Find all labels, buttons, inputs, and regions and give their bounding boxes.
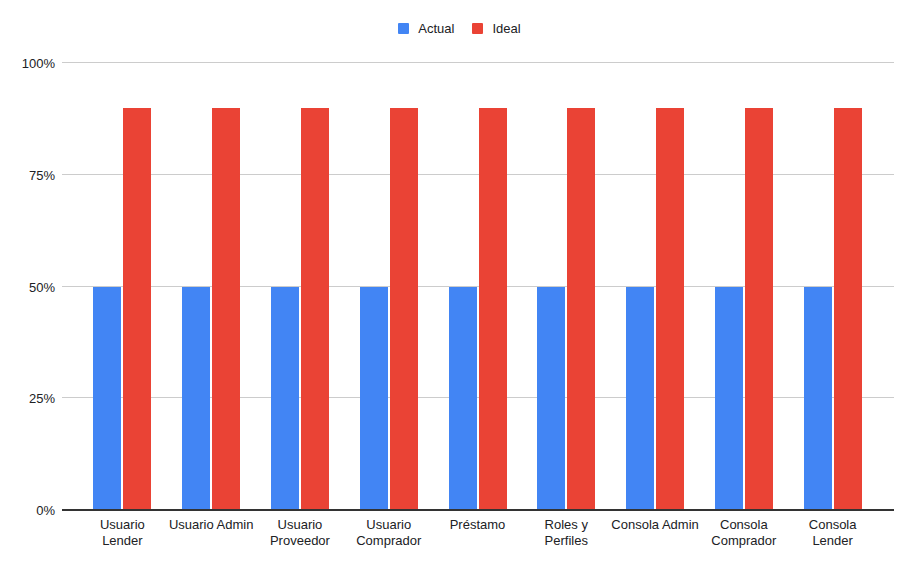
legend-item-actual: Actual (398, 21, 454, 36)
legend-item-ideal: Ideal (472, 21, 520, 36)
legend-label-actual: Actual (418, 21, 454, 36)
bar-actual[interactable] (93, 287, 121, 511)
bar-group (78, 63, 167, 510)
bar-actual[interactable] (715, 287, 743, 511)
chart-legend: Actual Ideal (0, 21, 919, 36)
bars-container (78, 63, 877, 510)
bar-group (611, 63, 700, 510)
x-axis-category-label: Usuario Lender (78, 517, 167, 549)
x-axis-category-label: Consola Comprador (699, 517, 788, 549)
bar-actual[interactable] (537, 287, 565, 511)
legend-swatch-actual-icon (398, 23, 409, 34)
legend-swatch-ideal-icon (472, 23, 483, 34)
x-axis-category-label: Consola Lender (788, 517, 877, 549)
y-axis-tick-label: 50% (29, 279, 55, 294)
x-axis-category-label: Usuario Proveedor (256, 517, 345, 549)
bar-group (522, 63, 611, 510)
legend-label-ideal: Ideal (492, 21, 520, 36)
x-axis-category-label: Usuario Admin (167, 517, 256, 549)
bar-actual[interactable] (182, 287, 210, 511)
bar-ideal[interactable] (745, 108, 773, 510)
x-axis-line (62, 509, 894, 511)
bar-ideal[interactable] (479, 108, 507, 510)
bar-actual[interactable] (360, 287, 388, 511)
bar-group (433, 63, 522, 510)
bar-group (344, 63, 433, 510)
grouped-bar-chart: Actual Ideal 0% 25% 50% 75% 100% Usuario Len… (0, 0, 919, 567)
bar-actual[interactable] (804, 287, 832, 511)
y-axis-labels: 0%25%50%75%100% (0, 63, 55, 510)
bar-actual[interactable] (626, 287, 654, 511)
bar-ideal[interactable] (656, 108, 684, 510)
x-axis-category-label: Roles y Perfiles (522, 517, 611, 549)
x-axis-category-label: Préstamo (433, 517, 522, 549)
y-axis-tick-label: 0% (36, 503, 55, 518)
x-axis-category-label: Usuario Comprador (344, 517, 433, 549)
plot-area (62, 63, 894, 510)
x-axis-labels: Usuario LenderUsuario AdminUsuario Prove… (78, 517, 877, 549)
bar-group (699, 63, 788, 510)
bar-ideal[interactable] (301, 108, 329, 510)
bar-ideal[interactable] (123, 108, 151, 510)
y-axis-tick-label: 25% (29, 391, 55, 406)
bar-actual[interactable] (449, 287, 477, 511)
y-axis-tick-label: 75% (29, 167, 55, 182)
bar-ideal[interactable] (390, 108, 418, 510)
bar-group (167, 63, 256, 510)
bar-group (788, 63, 877, 510)
x-axis-category-label: Consola Admin (611, 517, 700, 549)
y-axis-tick-label: 100% (22, 56, 55, 71)
bar-group (256, 63, 345, 510)
bar-ideal[interactable] (834, 108, 862, 510)
bar-ideal[interactable] (212, 108, 240, 510)
bar-actual[interactable] (271, 287, 299, 511)
bar-ideal[interactable] (567, 108, 595, 510)
